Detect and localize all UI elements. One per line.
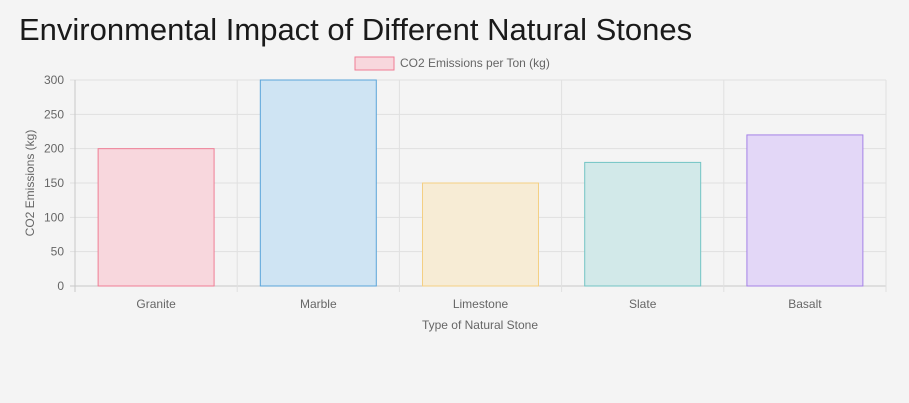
- y-tick-label: 250: [44, 107, 64, 121]
- x-tick-label: Limestone: [453, 297, 509, 311]
- bar-limestone[interactable]: [422, 182, 539, 287]
- x-tick-label: Basalt: [788, 297, 822, 311]
- page-title: Environmental Impact of Different Natura…: [19, 12, 693, 47]
- legend-label: CO2 Emissions per Ton (kg): [400, 56, 550, 70]
- y-tick-label: 150: [44, 176, 64, 190]
- y-tick-label: 200: [44, 142, 64, 156]
- y-axis-label: CO2 Emissions (kg): [23, 130, 37, 237]
- axes: 0 50 100 150 200 250 300 Granite Marble Limestone…: [44, 73, 822, 311]
- bar-granite[interactable]: [97, 148, 215, 287]
- y-tick-label: 300: [44, 73, 64, 87]
- x-tick-label: Marble: [300, 297, 337, 311]
- y-tick-label: 50: [51, 245, 65, 259]
- x-tick-label: Slate: [629, 297, 657, 311]
- bar-slate[interactable]: [584, 161, 702, 287]
- legend-swatch: [354, 56, 395, 71]
- x-tick-label: Granite: [136, 297, 176, 311]
- bars: [97, 79, 864, 287]
- bar-basalt[interactable]: [746, 134, 864, 287]
- legend[interactable]: CO2 Emissions per Ton (kg): [354, 56, 550, 71]
- y-tick-label: 0: [57, 279, 64, 293]
- y-tick-label: 100: [44, 210, 64, 224]
- x-axis-label: Type of Natural Stone: [422, 318, 538, 332]
- bar-marble[interactable]: [259, 79, 377, 287]
